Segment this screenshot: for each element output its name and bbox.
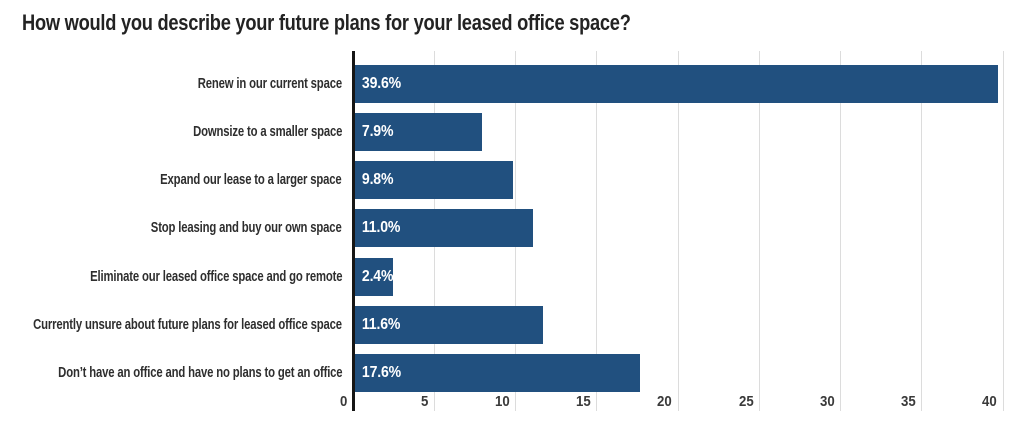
- category-label: Expand our lease to a larger space: [0, 161, 343, 199]
- category-label-text: Don’t have an office and have no plans t…: [57, 364, 342, 381]
- category-axis: Renew in our current space Downsize to a …: [0, 65, 342, 405]
- bar-value-label: 9.8%: [361, 171, 394, 189]
- x-axis: 0 5 10 15 20 25 30 35 40: [340, 392, 1007, 410]
- category-label-text: Stop leasing and buy our own space: [151, 220, 342, 237]
- category-label: Eliminate our leased office space and go…: [0, 258, 342, 296]
- gridline: [596, 51, 598, 411]
- category-label-text: Eliminate our leased office space and go…: [89, 268, 342, 285]
- category-label-text: Downsize to a smaller space: [192, 124, 342, 141]
- x-axis-zero-line: [352, 51, 355, 411]
- bar: 17.6%: [354, 353, 640, 392]
- x-tick-label: 10: [466, 392, 510, 410]
- bar: 2.4%: [354, 257, 394, 296]
- x-tick-label-text: 35: [901, 392, 916, 410]
- x-tick-label: 25: [709, 392, 754, 410]
- category-label: Don’t have an office and have no plans t…: [0, 354, 342, 392]
- chart-title: How would you describe your future plans…: [22, 10, 631, 35]
- x-tick-label: 0: [303, 392, 347, 410]
- bar: 7.9%: [354, 113, 483, 152]
- gridline: [677, 51, 679, 411]
- gridline: [840, 51, 841, 411]
- category-label: Renew in our current space: [0, 65, 342, 103]
- bar: 11.6%: [354, 305, 543, 344]
- x-tick-label: 40: [953, 392, 997, 410]
- bar-value-label: 7.9%: [361, 123, 394, 141]
- gridline: [1002, 51, 1004, 411]
- bar: 11.0%: [354, 209, 533, 248]
- x-tick-label: 20: [628, 392, 672, 410]
- category-label: Stop leasing and buy our own space: [0, 209, 342, 247]
- x-tick-label-text: 20: [657, 392, 672, 410]
- x-tick-label-text: 15: [576, 392, 591, 410]
- plot-area: 39.6% 7.9% 9.8% 11.0% 2.4% 11.6% 17.6%: [352, 51, 1007, 411]
- x-tick-label-text: 40: [982, 392, 997, 410]
- bar: 9.8%: [354, 161, 514, 200]
- bar-value-label: 17.6%: [361, 363, 401, 381]
- bar-value-label: 2.4%: [361, 267, 394, 285]
- category-label-text: Expand our lease to a larger space: [160, 172, 343, 189]
- x-tick-label-text: 30: [819, 392, 835, 410]
- x-tick-label: 30: [791, 392, 835, 410]
- x-tick-label-text: 0: [339, 392, 347, 410]
- bar-value-label: 39.6%: [361, 75, 401, 92]
- gridline: [921, 51, 923, 411]
- gridline: [758, 51, 760, 411]
- x-tick-label: 5: [384, 392, 428, 410]
- bar-value-label: 11.6%: [361, 315, 401, 333]
- x-tick-label-text: 10: [494, 392, 510, 410]
- bar: 39.6%: [354, 65, 998, 103]
- category-label-text: Renew in our current space: [197, 76, 342, 92]
- category-label: Downsize to a smaller space: [0, 113, 342, 151]
- x-tick-label-text: 5: [420, 392, 429, 410]
- x-tick-label-text: 25: [738, 392, 754, 410]
- category-label: Currently unsure about future plans for …: [0, 306, 342, 344]
- bar-value-label: 11.0%: [361, 219, 401, 237]
- category-label-text: Currently unsure about future plans for …: [33, 316, 342, 333]
- x-tick-label: 15: [547, 392, 591, 410]
- x-tick-label: 35: [872, 392, 916, 410]
